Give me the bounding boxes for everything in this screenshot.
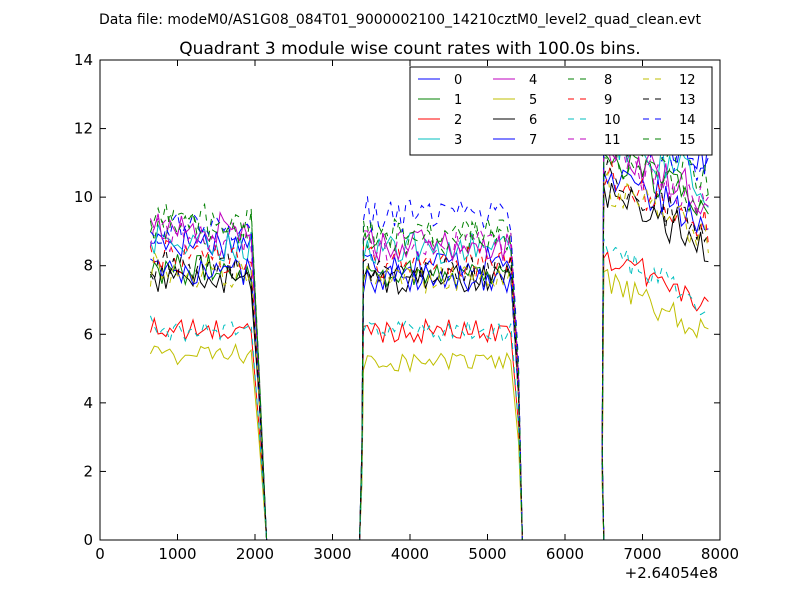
chart-title: Quadrant 3 module wise count rates with … [179, 39, 640, 59]
series-line-9 [149, 161, 709, 541]
legend-label-3: 3 [454, 133, 462, 148]
y-tick-label: 0 [83, 531, 93, 549]
legend-label-5: 5 [529, 93, 537, 108]
series-line-8 [149, 147, 709, 541]
legend-label-0: 0 [454, 73, 462, 88]
y-tick-label: 12 [74, 120, 93, 138]
y-tick-label: 10 [74, 188, 93, 206]
series-line-11 [149, 139, 709, 541]
y-tick-label: 8 [83, 257, 93, 275]
x-tick-label: 7000 [623, 545, 661, 563]
x-offset-label: +2.64054e8 [625, 564, 718, 582]
legend-label-4: 4 [529, 73, 537, 88]
x-tick-label: 2000 [236, 545, 274, 563]
x-tick-label: 6000 [546, 545, 584, 563]
figure-suptitle: Data file: modeM0/AS1G08_084T01_90000021… [99, 12, 701, 28]
x-tick-label: 1000 [158, 545, 196, 563]
series-line-10 [149, 238, 709, 541]
legend-label-10: 10 [604, 113, 621, 128]
plot-frame [99, 59, 721, 541]
series-line-15 [149, 117, 709, 541]
series-line-0 [150, 88, 709, 541]
x-tick-label: 8000 [701, 545, 739, 563]
x-axis: 0 1000 2000 3000 4000 5000 6000 7000 8000 [95, 60, 739, 563]
legend-label-7: 7 [529, 133, 537, 148]
y-tick-label: 6 [83, 325, 93, 343]
legend-frame [409, 66, 713, 156]
series-line-2 [149, 250, 709, 541]
series-line-4 [149, 126, 709, 541]
y-tick-label: 14 [74, 51, 93, 69]
legend-label-1: 1 [454, 93, 462, 108]
series-line-12 [149, 171, 709, 541]
x-tick-label: 4000 [391, 545, 429, 563]
legend-label-6: 6 [529, 113, 537, 128]
series-line-13 [149, 158, 709, 541]
y-tick-label: 2 [83, 462, 93, 480]
series-line-5 [149, 268, 709, 541]
legend-label-12: 12 [679, 73, 696, 88]
legend-label-13: 13 [679, 93, 696, 108]
legend-label-9: 9 [604, 93, 612, 108]
legend-label-11: 11 [604, 133, 621, 148]
y-tick-label: 4 [83, 394, 93, 412]
x-tick-label: 3000 [313, 545, 351, 563]
series-line-6 [150, 182, 709, 541]
legend-label-14: 14 [679, 113, 696, 128]
series-line-1 [149, 151, 709, 541]
legend-label-8: 8 [604, 73, 612, 88]
x-tick-label: 5000 [468, 545, 506, 563]
plot-lines [149, 88, 709, 541]
legend-label-15: 15 [679, 133, 696, 148]
legend-label-2: 2 [454, 113, 462, 128]
x-tick-label: 0 [95, 545, 105, 563]
